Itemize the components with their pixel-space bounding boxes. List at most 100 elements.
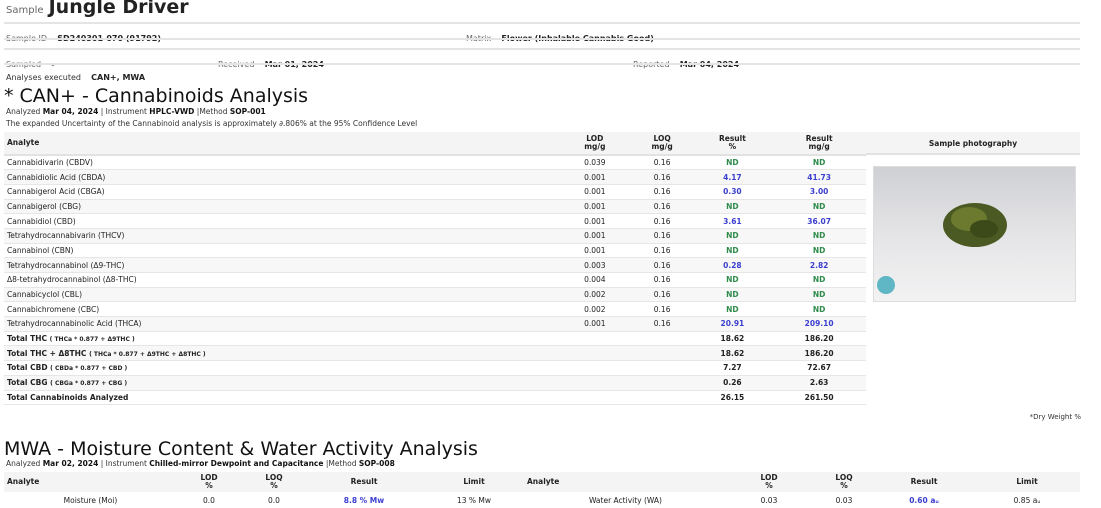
instrument: HPLC-VWD <box>149 107 195 116</box>
total-row: Total THC ( THCa * 0.877 + Δ9THC ) 18.62 1… <box>4 331 866 347</box>
cell-value: 2.82 <box>772 257 866 273</box>
column-header: Limit <box>424 472 524 492</box>
cell-value: 0.85 aᵤ <box>1013 495 1041 505</box>
cell-value: 72.67 <box>772 360 866 376</box>
total-label: Total THC + Δ8THC ( THCa * 0.877 + Δ9THC… <box>4 345 558 362</box>
method: SOP-008 <box>358 459 395 468</box>
cell-value: ND <box>772 287 866 303</box>
cell-value: ND <box>692 301 773 318</box>
column-header: LOD % <box>724 472 814 492</box>
table-row: Tetrahydrocannabivarin (THCV) 0.001 0.16 ND… <box>4 228 866 244</box>
cell-value: 0.03 <box>760 495 778 505</box>
cell-value: 26.15 <box>692 390 773 406</box>
cell-value: 36.07 <box>772 213 866 229</box>
empty-cell <box>631 331 693 347</box>
analyte-name: Cannabichromene (CBC) <box>4 301 558 318</box>
total-name: Total CBD <box>7 363 48 373</box>
cell-value: 20.91 <box>692 316 773 332</box>
cell-value: 0.16 <box>631 169 693 185</box>
cell-value: 0.16 <box>631 228 693 244</box>
empty-cell <box>631 390 693 406</box>
cell-value: 0.16 <box>631 184 693 200</box>
cell-value: ND <box>692 272 773 288</box>
analyses-label: Analyses executed <box>6 73 81 82</box>
empty-cell <box>631 345 693 362</box>
analyzed-label: Analyzed <box>6 107 41 116</box>
cell-value: 0.039 <box>558 155 632 171</box>
mwa-analysis-info: Analyzed Mar 02, 2024 | Instrument Chill… <box>6 459 395 468</box>
total-row: Total CBG ( CBGa * 0.877 + CBG ) 0.26 2.63 <box>4 375 866 391</box>
total-label: Total THC ( THCa * 0.877 + Δ9THC ) <box>4 331 558 347</box>
instrument-label: | Instrument <box>100 459 147 468</box>
cell-value: 0.16 <box>631 287 693 303</box>
cell-value: ND <box>772 301 866 318</box>
cell-value: 0.004 <box>558 272 632 288</box>
can-analysis-info: Analyzed Mar 04, 2024 | Instrument HPLC-… <box>6 107 266 116</box>
empty-cell <box>631 360 693 376</box>
total-formula: ( CBDa * 0.877 + CBD ) <box>50 365 128 373</box>
cell-value: 0.30 <box>692 184 773 200</box>
empty-cell <box>558 345 632 362</box>
cell-value: 0.0 <box>203 495 215 505</box>
cell-value: 0.001 <box>558 169 632 185</box>
cell-value: 8.8 % Mw <box>343 495 385 505</box>
analyses-value: CAN+, MWA <box>91 73 146 82</box>
table-row: Tetrahydrocannabinolic Acid (THCA) 0.001 0… <box>4 316 866 332</box>
table-row: Δ8-tetrahydrocannabinol (Δ8-THC) 0.004 0.1… <box>4 272 866 288</box>
table-row: Cannabidiolic Acid (CBDA) 0.001 0.16 4.17 41… <box>4 169 866 185</box>
cell-value: 0.001 <box>558 228 632 244</box>
total-row: Total THC + Δ8THC ( THCa * 0.877 + Δ9THC… <box>4 345 866 362</box>
sample-photo <box>873 166 1076 302</box>
sample-name: Jungle Driver <box>48 0 189 18</box>
mwa-title: MWA - Moisture Content & Water Activity … <box>4 438 478 460</box>
table-row: Cannabichromene (CBC) 0.002 0.16 ND ND <box>4 301 866 318</box>
cell-value: ND <box>692 155 773 171</box>
analyte-name: Cannabidiolic Acid (CBDA) <box>4 169 558 185</box>
table-row: Cannabicyclol (CBL) 0.002 0.16 ND ND <box>4 287 866 303</box>
table-row: Tetrahydrocannabinol (Δ9-THC) 0.003 0.16 0.… <box>4 257 866 273</box>
table-row: Cannabinol (CBN) 0.001 0.16 ND ND <box>4 243 866 259</box>
column-header: LOQ mg/g <box>631 132 693 156</box>
empty-cell <box>631 375 693 391</box>
total-label: Total CBG ( CBGa * 0.877 + CBG ) <box>4 375 558 391</box>
analyses-executed: Analyses executed CAN+, MWA <box>6 65 145 84</box>
divider <box>4 63 1080 65</box>
table-row: Cannabidiol (CBD) 0.001 0.16 3.61 36.07 <box>4 213 866 229</box>
analyte-name: Water Activity (WA) <box>589 495 662 505</box>
cell-value: ND <box>772 199 866 215</box>
cell-value: 209.10 <box>772 316 866 332</box>
cell-value: 0.26 <box>692 375 773 391</box>
table-header: Analyte LOD % LOQ % Result Limit Analyte LOD %… <box>4 472 1080 492</box>
empty-cell <box>558 390 632 406</box>
moisture-table: Analyte LOD % LOQ % Result Limit Analyte LOD %… <box>4 472 1080 508</box>
analyte-name: Cannabigerol (CBG) <box>4 199 558 215</box>
total-formula: ( THCa * 0.877 + Δ9THC ) <box>49 336 135 344</box>
cell-value: 186.20 <box>772 331 866 347</box>
analyte-name: Tetrahydrocannabinol (Δ9-THC) <box>4 257 558 273</box>
cell-value: 0.001 <box>558 199 632 215</box>
total-row: Total Cannabinoids Analyzed 26.15 261.50 <box>4 390 866 406</box>
column-header: Analyte <box>4 472 174 492</box>
total-formula: ( CBGa * 0.877 + CBG ) <box>50 380 128 388</box>
cell-value: 0.001 <box>558 184 632 200</box>
cell-value: ND <box>692 287 773 303</box>
photo-header: Sample photography <box>866 132 1080 155</box>
cell-value: 7.27 <box>692 360 773 376</box>
column-header: Result mg/g <box>772 132 866 156</box>
analyte-name: Δ8-tetrahydrocannabinol (Δ8-THC) <box>4 272 558 288</box>
cell-value: 0.16 <box>631 316 693 332</box>
column-header: LOD % <box>174 472 244 492</box>
method: SOP-001 <box>229 107 266 116</box>
sample-id: Sample ID SD240301-070 (91792) <box>6 26 161 45</box>
column-header: LOD mg/g <box>558 132 632 156</box>
total-name: Total THC + Δ8THC <box>7 348 87 358</box>
cell-value: ND <box>772 272 866 288</box>
cell-value: ND <box>772 243 866 259</box>
empty-cell <box>558 331 632 347</box>
method-label: |Method <box>325 459 357 468</box>
cannabinoids-table: Analyte LOD mg/g LOQ mg/g Result % Result mg… <box>4 132 866 406</box>
sample-title: Sample Jungle Driver <box>6 0 189 18</box>
column-header: Analyte <box>4 132 558 156</box>
cell-value: 0.0 <box>268 495 280 505</box>
dry-weight-footnote: *Dry Weight % <box>1029 413 1081 421</box>
